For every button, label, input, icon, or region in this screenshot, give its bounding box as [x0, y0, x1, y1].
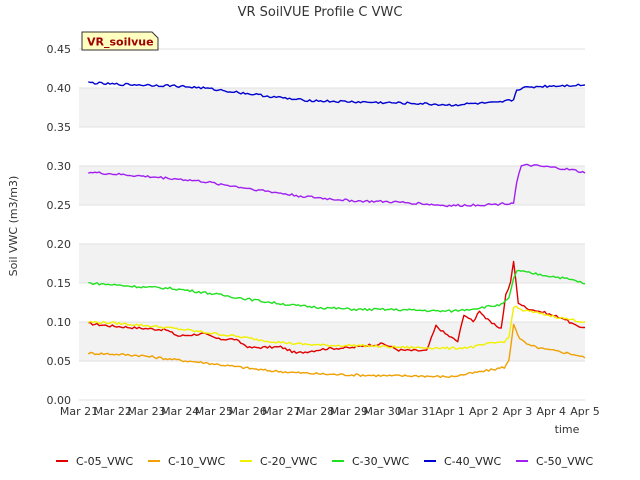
legend-label: C-40_VWC	[444, 455, 502, 468]
y-tick-label: 0.00	[47, 394, 72, 407]
y-tick-label: 0.20	[47, 238, 72, 251]
x-tick-label: Mar 29	[330, 405, 368, 418]
x-tick-label: Mar 21	[60, 405, 98, 418]
x-tick-label: Mar 22	[94, 405, 132, 418]
legend-label: C-10_VWC	[168, 455, 226, 468]
y-tick-label: 0.40	[47, 82, 72, 95]
x-tick-label: Mar 30	[363, 405, 401, 418]
grid-band	[79, 166, 585, 205]
legend-label: C-05_VWC	[76, 455, 134, 468]
legend-label: C-30_VWC	[352, 455, 410, 468]
grid-band	[79, 205, 585, 244]
series-line	[88, 305, 586, 351]
grid-band	[79, 244, 585, 283]
site-badge-label: VR_soilvue	[87, 36, 154, 49]
x-tick-label: Mar 24	[161, 405, 199, 418]
y-tick-label: 0.30	[47, 160, 72, 173]
x-tick-label: Apr 1	[435, 405, 465, 418]
grid-band	[79, 49, 585, 88]
grid-band	[79, 361, 585, 400]
x-tick-label: Mar 27	[262, 405, 300, 418]
x-tick-label: Mar 23	[127, 405, 165, 418]
series-lines	[87, 81, 586, 379]
x-tick-label: Mar 28	[296, 405, 334, 418]
grid-band	[79, 88, 585, 127]
x-axis-label: time	[555, 423, 580, 436]
x-tick-label: Apr 4	[537, 405, 567, 418]
grid-band	[79, 127, 585, 166]
series-line	[88, 163, 586, 208]
x-tick-label: Mar 25	[195, 405, 233, 418]
series-line	[88, 269, 586, 313]
x-tick-label: Mar 26	[229, 405, 267, 418]
legend: C-05_VWC C-10_VWC C-20_VWC C-30_VWC C-40_VWC…	[56, 455, 594, 468]
x-tick-label: Mar 31	[397, 405, 435, 418]
legend-label: C-20_VWC	[260, 455, 318, 468]
y-tick-label: 0.10	[47, 316, 72, 329]
y-tick-label: 0.15	[47, 277, 72, 290]
x-tick-label: Apr 2	[469, 405, 499, 418]
series-line	[88, 260, 585, 354]
y-tick-label: 0.35	[47, 121, 72, 134]
y-tick-label: 0.45	[47, 43, 72, 56]
y-axis-label: Soil VWC (m3/m3)	[7, 176, 20, 277]
site-badge: VR_soilvue	[81, 31, 159, 51]
x-tick-label: Apr 3	[503, 405, 533, 418]
chart-title: VR SoilVUE Profile C VWC	[238, 5, 403, 20]
y-tick-labels: 0.00 0.05 0.10 0.15 0.20 0.25 0.30 0.35 0.40 0.45	[47, 43, 72, 407]
legend-label: C-50_VWC	[536, 455, 594, 468]
y-tick-label: 0.05	[47, 355, 72, 368]
series-line	[87, 323, 586, 379]
series-line	[88, 81, 586, 107]
x-tick-label: Apr 5	[570, 405, 600, 418]
y-tick-label: 0.25	[47, 199, 72, 212]
